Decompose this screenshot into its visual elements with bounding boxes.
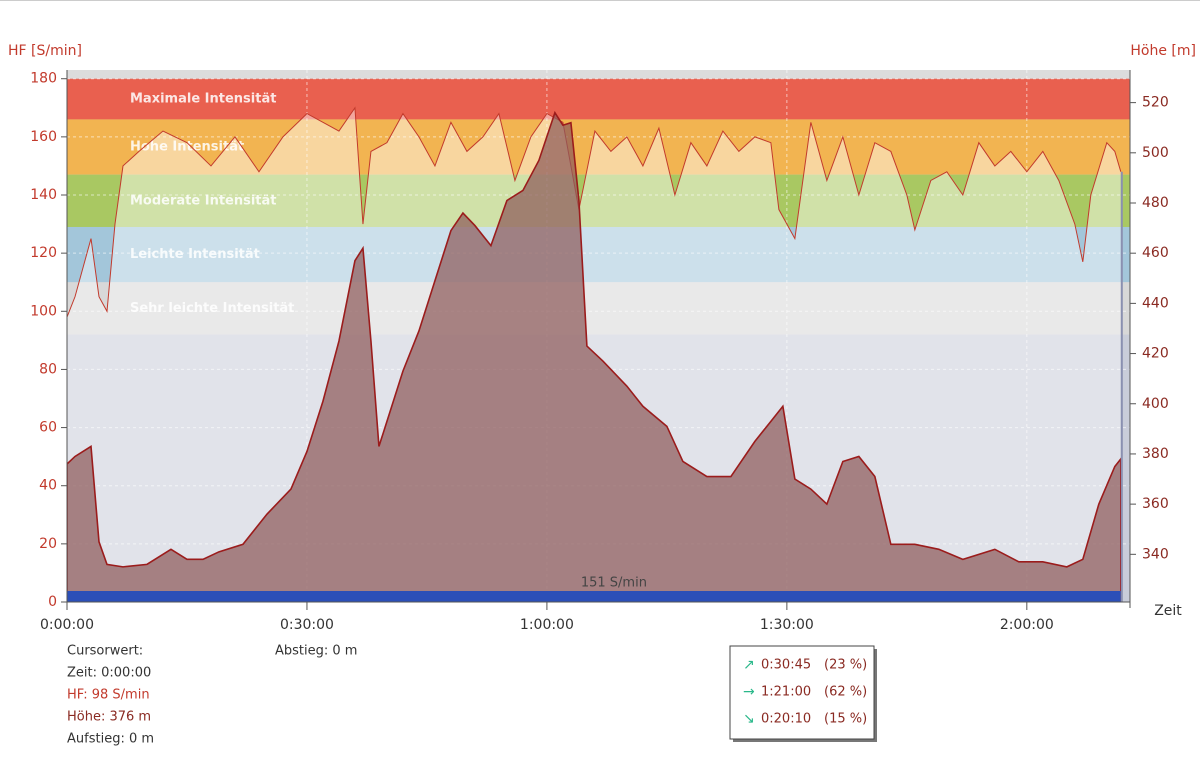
y-tick-label: 100: [30, 303, 57, 319]
zone-label: Hohe Intensität: [130, 140, 244, 155]
box: [729, 645, 875, 740]
cursor-descent: Abstieg: 0 m: [275, 644, 357, 659]
summary-time: 1:21:00: [761, 685, 811, 700]
y-axis-label: HF [S/min]: [8, 43, 82, 59]
cursor-row: Zeit: 0:00:00: [67, 666, 151, 681]
y2-tick-label: 340: [1142, 546, 1169, 562]
zone-band: [67, 226, 1130, 283]
average-bar: [67, 591, 1121, 602]
zone-band: [67, 174, 1130, 227]
y2-tick-label: 520: [1142, 95, 1169, 111]
y2-tick-label: 380: [1142, 446, 1169, 462]
y-tick-label: 160: [30, 129, 57, 145]
altitude-area: [67, 110, 1122, 602]
y2-tick-label: 460: [1142, 245, 1169, 261]
summary-percent: (15 %): [824, 712, 867, 727]
down-icon: ↘: [743, 711, 755, 727]
plot-top: [67, 70, 1130, 79]
x-tick-label: 0:30:00: [280, 617, 334, 633]
x-axis-label: Zeit: [1154, 603, 1182, 619]
y2-tick-label: 420: [1142, 346, 1169, 362]
cursor-row: Aufstieg: 0 m: [67, 732, 154, 747]
x-tick-label: 1:30:00: [760, 617, 814, 633]
cursor-row: HF: 98 S/min: [67, 688, 150, 703]
cursor-info: Cursorwert: Zeit: 0:00:00 HF: 98 S/min H…: [67, 644, 357, 747]
x-tick-label: 2:00:00: [1000, 617, 1054, 633]
y2-tick-label: 360: [1142, 496, 1169, 512]
zone-label: Maximale Intensität: [130, 92, 276, 107]
y2-tick-label: 400: [1142, 396, 1169, 412]
zone-label: Sehr leichte Intensität: [130, 301, 294, 316]
summary-percent: (23 %): [824, 658, 867, 673]
hr-line: [67, 106, 1122, 318]
x-tick-label: 1:00:00: [520, 617, 574, 633]
zone-label: Moderate Intensität: [130, 193, 277, 208]
summary-percent: (62 %): [824, 685, 867, 700]
y-tick-label: 40: [39, 478, 57, 494]
zone-band: [67, 119, 1130, 175]
y-tick-label: 180: [30, 71, 57, 87]
x-tick-label: 0:00:00: [40, 617, 94, 633]
y-tick-label: 120: [30, 245, 57, 261]
y2-axis-label: Höhe [m]: [1130, 43, 1196, 59]
zone-label: Leichte Intensität: [130, 247, 260, 262]
y-tick-label: 20: [39, 536, 57, 552]
summary-time: 0:20:10: [761, 712, 811, 727]
cursor-row: Höhe: 376 m: [67, 710, 151, 725]
y2-tick-label: 440: [1142, 295, 1169, 311]
flat-icon: →: [743, 684, 755, 700]
summary-time: 0:30:45: [761, 658, 811, 673]
average-label: 151 S/min: [581, 576, 647, 591]
y-tick-label: 140: [30, 187, 57, 203]
zone-band: [67, 78, 1130, 120]
y-tick-label: 0: [48, 594, 57, 610]
y-tick-label: 60: [39, 420, 57, 436]
cursor-title: Cursorwert:: [67, 644, 143, 659]
zone-band: [67, 282, 1130, 335]
summary-box: ↗ → ↘ 0:30:45 (23 %) 1:21:00 (62 %) 0:20…: [729, 645, 877, 742]
y2-tick-label: 480: [1142, 195, 1169, 211]
up-icon: ↗: [743, 657, 755, 673]
y2-tick-label: 500: [1142, 145, 1169, 161]
y-tick-label: 80: [39, 361, 57, 377]
